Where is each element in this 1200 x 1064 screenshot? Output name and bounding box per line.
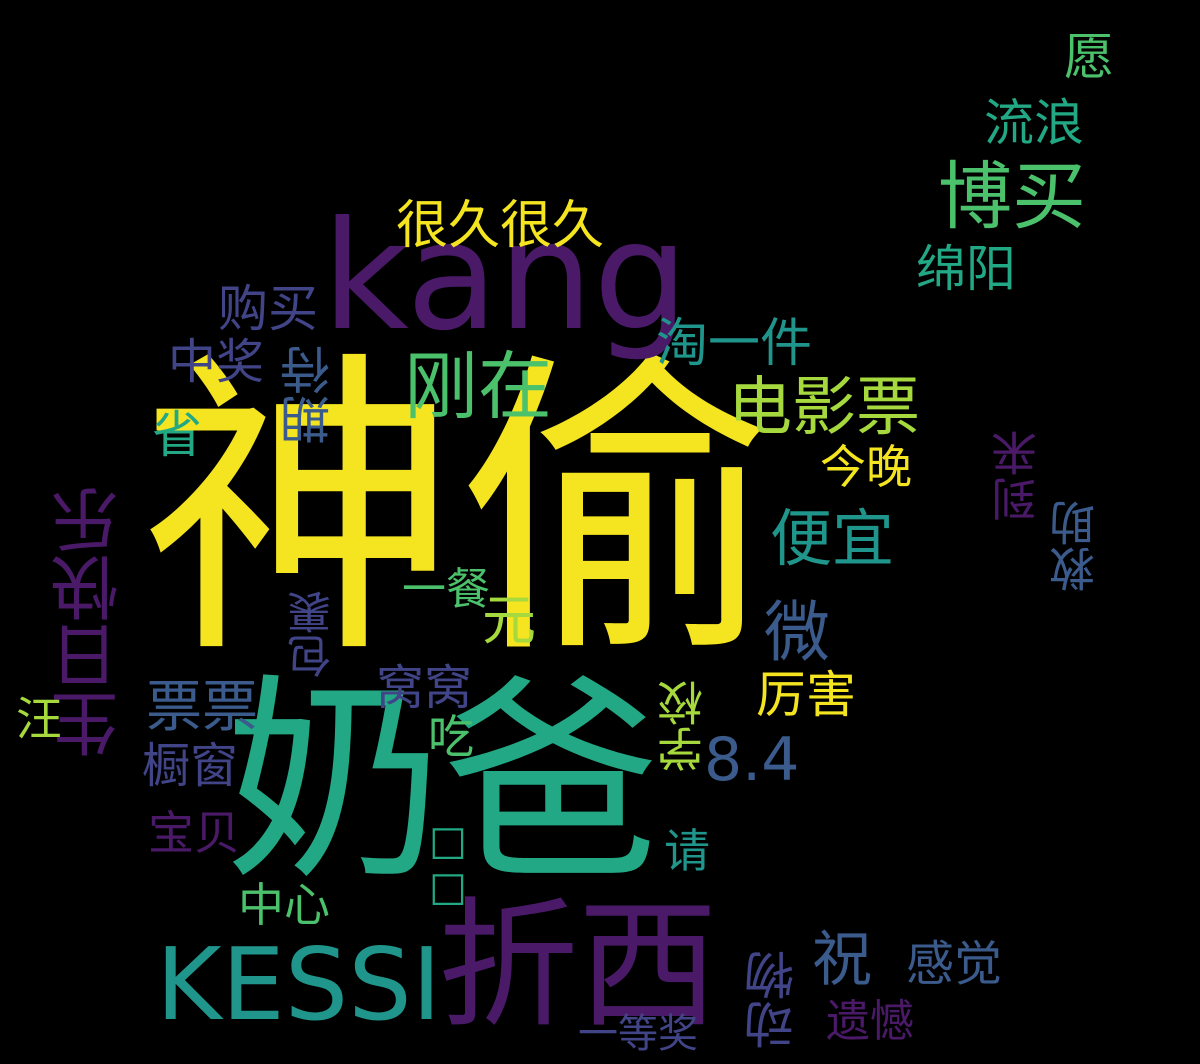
word-pianyi: 便宜 [770, 502, 895, 575]
word-dianyingpiao: 电影票 [728, 371, 920, 445]
word-gouma: 购买 [218, 280, 318, 338]
word-qing: 请 [664, 824, 710, 878]
word-zhexi: 折西 [438, 885, 719, 1048]
word-wowo: 窝窝 [376, 660, 473, 716]
word-lihai: 厉害 [756, 666, 856, 724]
word-wang: 汪 [16, 692, 62, 746]
word-zhu: 祝 [812, 925, 872, 995]
word-yuan-wish: 愿 [1064, 28, 1114, 86]
word-henjiu: 很久很久 [396, 196, 605, 256]
word-box: □□ [425, 818, 471, 910]
word-piaopiao: 票票 [146, 675, 258, 740]
word-jiuzhu: 救助 [1048, 500, 1102, 592]
word-yuan-money: 元 [482, 589, 536, 652]
word-wei: 微 [764, 594, 830, 671]
word-jinwan: 今晚 [820, 440, 912, 494]
word-yican: 一餐 [402, 564, 490, 615]
word-ganjue: 感觉 [906, 936, 1003, 992]
word-liulang: 流浪 [984, 94, 1084, 152]
word-sheng: 省 [152, 406, 202, 464]
word-naiba: 奶爸 [225, 657, 661, 910]
word-chi: 吃 [428, 710, 474, 764]
word-kessi: KESSI [156, 926, 442, 1043]
word-mianyang: 绵阳 [916, 240, 1016, 298]
word-zhongxin: 中心 [238, 878, 330, 932]
word-chuchuang: 橱窗 [142, 738, 239, 794]
word-yidengjiang: 一等奖 [578, 1011, 698, 1057]
word-dongwu: 动物 [744, 950, 802, 1050]
word-shengrikuaile: 生日快乐 [52, 486, 131, 758]
word-baobei: 宝贝 [148, 806, 240, 860]
word-gangzai: 刚在 [404, 344, 552, 430]
word-xuexiao: 学校 [656, 680, 710, 772]
word-daolai: 到来 [990, 430, 1044, 522]
word-num: 8.4 [704, 725, 800, 795]
word-qidai: 期待 [280, 345, 338, 445]
word-shentou: 神偷 [140, 326, 776, 696]
word-baoguo: 包裹 [288, 590, 339, 678]
word-kang: kang [322, 190, 689, 364]
word-yihan: 遗憾 [826, 996, 914, 1047]
word-zhongjiang: 中奖 [168, 334, 265, 390]
word-tao: 淘一件 [656, 314, 813, 374]
word-boyuan: 博买 [938, 154, 1086, 240]
